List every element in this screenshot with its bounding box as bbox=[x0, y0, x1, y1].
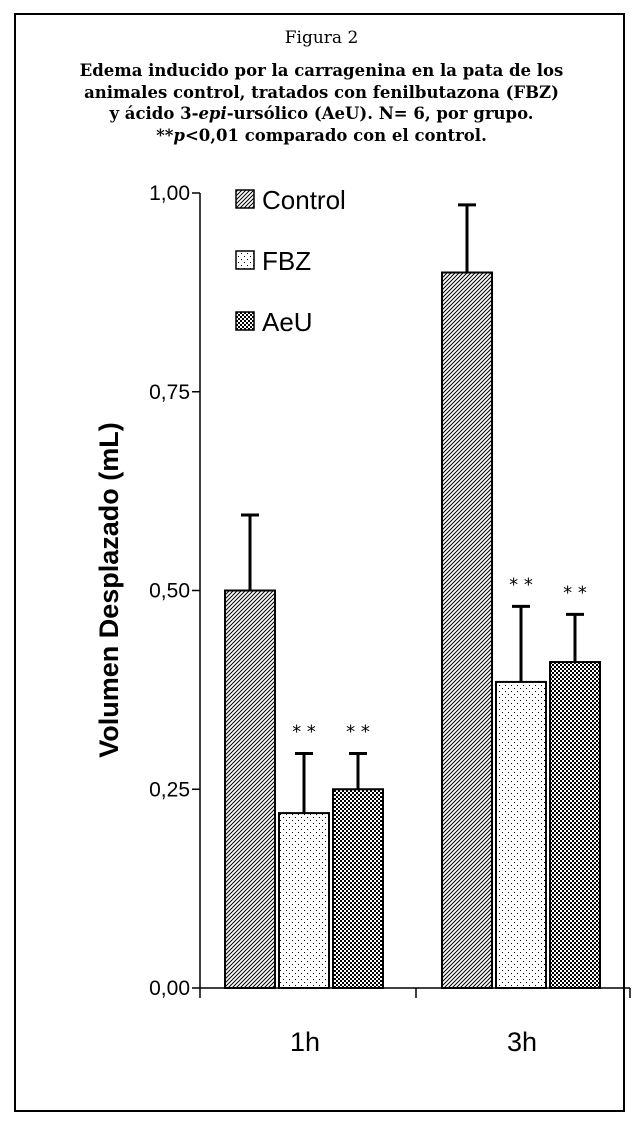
y-axis-title: Volumen Desplazado (mL) bbox=[94, 422, 124, 758]
bar bbox=[495, 680, 547, 989]
significance-mark: * * bbox=[563, 582, 587, 603]
x-tick-label: 3h bbox=[507, 1027, 537, 1057]
legend-label: Control bbox=[262, 185, 346, 215]
caption-line-4: **p<0,01 comparado con el control. bbox=[40, 125, 603, 147]
legend-swatch bbox=[235, 189, 255, 209]
figure-label: Figura 2 bbox=[284, 28, 359, 48]
legend-label: FBZ bbox=[262, 246, 311, 276]
caption-line-4-a: ** bbox=[156, 125, 174, 145]
caption-line-3-b: -ursólico (AeU). N= 6, por grupo. bbox=[226, 104, 534, 123]
bar bbox=[441, 271, 493, 989]
bars bbox=[224, 203, 601, 989]
caption-line-3-italic: epi bbox=[198, 104, 227, 123]
caption-line-4-italic: p bbox=[173, 125, 185, 145]
y-tick-label: 0,25 bbox=[149, 778, 190, 801]
significance-mark: * * bbox=[292, 721, 316, 742]
caption-line-4-b: <0,01 comparado con el control. bbox=[184, 125, 487, 145]
caption-line-3: y ácido 3-epi-ursólico (AeU). N= 6, por … bbox=[40, 103, 603, 125]
bar bbox=[224, 589, 276, 989]
y-tick-label: 1,00 bbox=[149, 182, 190, 205]
bar bbox=[278, 812, 330, 989]
legend: Control FBZ AeU bbox=[235, 185, 346, 337]
y-tick-label: 0,75 bbox=[149, 381, 190, 404]
x-tick-label: 1h bbox=[290, 1027, 320, 1057]
y-tick-label: 0,00 bbox=[149, 977, 190, 1000]
legend-swatch bbox=[235, 311, 255, 331]
figure-caption: Edema inducido por la carragenina en la … bbox=[40, 60, 603, 146]
labels: 0,00 0,25 0,50 0,75 1,00 1h 3h Volumen Desplaza… bbox=[94, 182, 587, 1057]
y-tick-label: 0,50 bbox=[149, 580, 190, 603]
caption-line-1: Edema inducido por la carragenina en la … bbox=[79, 61, 564, 80]
significance-mark: * * bbox=[346, 721, 370, 742]
significance-mark: * * bbox=[509, 574, 533, 595]
bar bbox=[549, 661, 601, 989]
caption-line-3-a: y ácido 3- bbox=[109, 104, 199, 123]
bar bbox=[332, 788, 384, 989]
legend-label: AeU bbox=[262, 307, 313, 337]
caption-line-2: animales control, tratados con fenilbuta… bbox=[84, 82, 559, 102]
legend-swatch bbox=[235, 250, 255, 270]
